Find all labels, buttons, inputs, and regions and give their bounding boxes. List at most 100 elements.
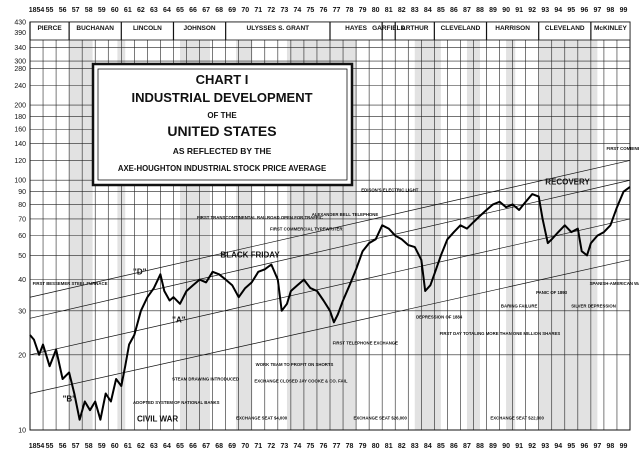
- annotation-label: "B": [63, 395, 77, 404]
- x-tick-top: 96: [580, 7, 588, 14]
- x-tick-top: 60: [111, 7, 119, 14]
- annotation-label: DEPRESSION OF 1884: [416, 314, 463, 319]
- x-tick-bottom: 84: [424, 443, 432, 450]
- x-tick-bottom: 75: [307, 443, 315, 450]
- x-tick-bottom: 77: [333, 443, 341, 450]
- x-tick-top: 75: [307, 7, 315, 14]
- x-tick-top: 56: [59, 7, 67, 14]
- president-name: ARTHUR: [401, 25, 429, 32]
- shaded-period: [69, 22, 93, 430]
- title-line-5: AS REFLECTED BY THE: [173, 146, 272, 156]
- annotation-label: EXCHANGE CLOSED JAY COOKE & CO. FAIL: [254, 378, 347, 383]
- x-tick-bottom: 95: [567, 443, 575, 450]
- trend-lines: [29, 160, 631, 394]
- x-tick-bottom: 70: [241, 443, 249, 450]
- annotation-label: SPANISH-AMERICAN WAR: [590, 281, 639, 286]
- x-tick-top: 64: [163, 7, 171, 14]
- title-line-1: CHART I: [196, 72, 249, 87]
- x-tick-bottom: 65: [176, 443, 184, 450]
- y-tick-left: 140: [14, 141, 26, 148]
- x-tick-top: 78: [346, 7, 354, 14]
- title-line-6: AXE-HOUGHTON INDUSTRIAL STOCK PRICE AVER…: [118, 164, 326, 173]
- x-tick-top: 65: [176, 7, 184, 14]
- president-header: PIERCE BUCHANAN LINCOLN JOHNSON ULYSSES S. G…: [29, 21, 631, 41]
- y-tick-left: 40: [18, 277, 26, 284]
- x-tick-top: 92: [528, 7, 536, 14]
- annotation-label: PANIC OF 1893: [536, 290, 568, 295]
- president-name: HAYES: [345, 25, 367, 32]
- annotation-label: SILVER DEPRESSION: [571, 303, 616, 308]
- x-tick-bottom: 79: [359, 443, 367, 450]
- y-tick-left: 430: [14, 20, 26, 27]
- x-tick-bottom: 94: [554, 443, 562, 450]
- shaded-period: [506, 22, 516, 430]
- x-tick-top: 95: [567, 7, 575, 14]
- x-tick-bottom: 74: [293, 443, 301, 450]
- x-tick-top: 84: [424, 7, 432, 14]
- x-tick-bottom: 58: [85, 443, 93, 450]
- x-tick-top: 82: [398, 7, 406, 14]
- y-tick-left: 100: [14, 178, 26, 185]
- y-tick-left: 50: [18, 253, 26, 260]
- title-box: CHART I INDUSTRIAL DEVELOPMENT OF THE UN…: [91, 62, 354, 187]
- x-tick-top: 69: [228, 7, 236, 14]
- x-tick-bottom: 96: [580, 443, 588, 450]
- x-tick-top: 63: [150, 7, 158, 14]
- x-tick-bottom: 82: [398, 443, 406, 450]
- annotation-label: FIRST DAY TOTALING MORE THAN ONE MILLION…: [440, 331, 561, 336]
- president-name: ULYSSES S. GRANT: [247, 25, 310, 32]
- x-tick-bottom: 99: [620, 443, 628, 450]
- shaded-period: [538, 22, 598, 430]
- annotation-label: FIRST COMBINED PRODUCTION AUTOMOBILES: [607, 146, 639, 151]
- x-tick-top: 72: [267, 7, 275, 14]
- x-tick-top: 91: [515, 7, 523, 14]
- y-tick-left: 240: [14, 83, 26, 90]
- x-tick-bottom: 69: [228, 443, 236, 450]
- x-tick-bottom: 87: [463, 443, 471, 450]
- x-tick-bottom: 92: [528, 443, 536, 450]
- x-tick-bottom: 83: [411, 443, 419, 450]
- x-tick-bottom: 66: [189, 443, 197, 450]
- shaded-period: [414, 22, 441, 430]
- annotation-label: FIRST COMMERCIAL TYPEWRITER: [270, 226, 343, 231]
- x-tick-bottom: 57: [72, 443, 80, 450]
- x-tick-bottom: 62: [137, 443, 145, 450]
- y-tick-left: 160: [14, 127, 26, 134]
- trend-line: [29, 259, 631, 394]
- x-tick-top: 59: [98, 7, 106, 14]
- x-tick-top: 97: [593, 7, 601, 14]
- president-name: LINCOLN: [133, 25, 162, 32]
- x-tick-bottom: 56: [59, 443, 67, 450]
- annotation-label: FIRST TRANSCONTINENTAL RAILROAD OPEN FOR…: [197, 215, 323, 220]
- trend-line: [29, 218, 631, 356]
- y-tick-left: 70: [18, 216, 26, 223]
- x-tick-bottom: 89: [489, 443, 497, 450]
- annotation-label: FIRST TELEPHONE EXCHANGE: [333, 340, 399, 345]
- x-tick-top: 94: [554, 7, 562, 14]
- y-tick-left: 30: [18, 308, 26, 315]
- x-tick-top: 61: [124, 7, 132, 14]
- president-name: BUCHANAN: [76, 25, 114, 32]
- x-tick-top: 1854: [29, 7, 45, 14]
- x-tick-top: 88: [476, 7, 484, 14]
- x-tick-bottom: 78: [346, 443, 354, 450]
- y-tick-left: 90: [18, 189, 26, 196]
- y-tick-left: 300: [14, 59, 26, 66]
- annotation-label: WORK TEAM TO PROFIT ON SHORTS: [256, 362, 334, 367]
- annotation-label: EXCHANGE SEAT $22,000: [490, 416, 544, 421]
- x-tick-bottom: 60: [111, 443, 119, 450]
- annotation-label: FIRST BESSEMER STEEL FURNACE: [33, 281, 108, 286]
- x-tick-top: 83: [411, 7, 419, 14]
- y-tick-left: 60: [18, 233, 26, 240]
- president-name: CLEVELAND: [545, 25, 585, 32]
- title-line-4: UNITED STATES: [167, 123, 276, 139]
- x-tick-top: 73: [280, 7, 288, 14]
- x-tick-top: 62: [137, 7, 145, 14]
- x-tick-top: 71: [254, 7, 262, 14]
- x-tick-bottom: 64: [163, 443, 171, 450]
- annotation-label: EXCHANGE SEAT $4,000: [236, 416, 288, 421]
- x-tick-bottom: 72: [267, 443, 275, 450]
- x-tick-bottom: 93: [541, 443, 549, 450]
- x-tick-bottom: 76: [320, 443, 328, 450]
